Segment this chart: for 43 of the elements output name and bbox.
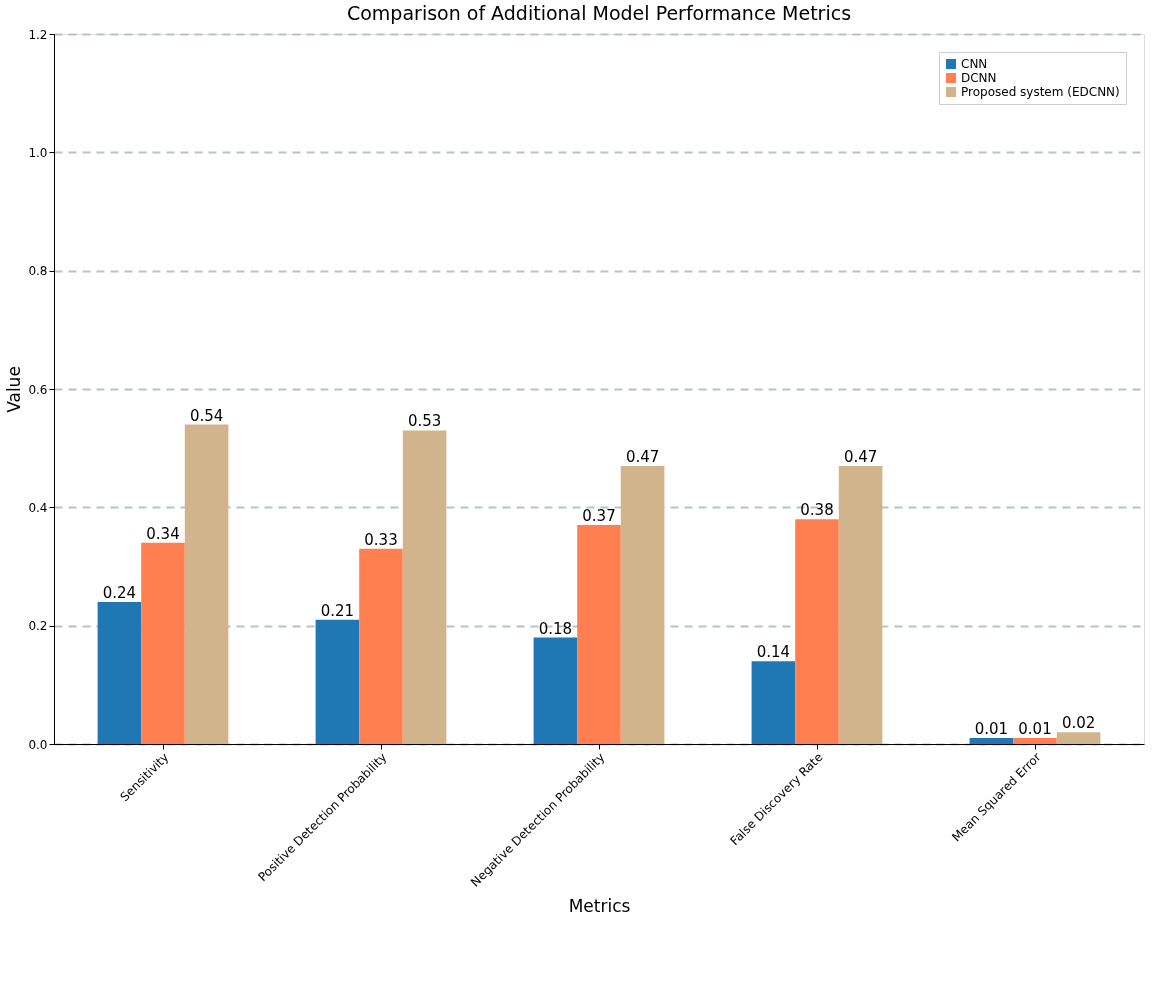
data-label: 0.47	[625, 447, 660, 466]
legend-label: Proposed system (EDCNN)	[961, 85, 1120, 99]
bar	[97, 602, 142, 744]
y-tick-label: 1.2	[28, 27, 48, 42]
bar	[795, 519, 839, 744]
bar	[969, 738, 1014, 744]
data-label: 0.18	[538, 619, 573, 638]
y-tick-label: 0.2	[28, 619, 48, 634]
bar	[1013, 738, 1057, 744]
bar	[315, 619, 360, 744]
legend-label: CNN	[961, 57, 988, 71]
y-tick-label: 1.0	[28, 145, 48, 160]
bar	[359, 548, 403, 744]
data-label: 0.47	[843, 447, 878, 466]
bar	[751, 661, 796, 744]
data-label: 0.53	[407, 412, 442, 431]
data-label: 0.14	[756, 643, 791, 662]
y-tick-label: 0.8	[28, 264, 48, 279]
data-label: 0.54	[189, 406, 224, 425]
data-label: 0.01	[1018, 720, 1052, 739]
bar	[577, 525, 621, 744]
y-tick-label: 0.6	[28, 382, 48, 397]
chart-title: Comparison of Additional Model Performance Metrics	[346, 2, 852, 24]
bar	[141, 542, 185, 744]
data-label: 0.01	[974, 720, 1009, 739]
data-label: 0.38	[800, 501, 834, 520]
bar	[620, 465, 665, 744]
bar	[402, 430, 447, 744]
bar	[1056, 732, 1101, 744]
data-label: 0.34	[146, 524, 180, 543]
bar	[184, 424, 229, 744]
data-label: 0.33	[364, 530, 398, 549]
legend-label: DCNN	[961, 71, 997, 85]
y-tick-label: 0.0	[28, 737, 48, 752]
data-label: 0.24	[102, 584, 137, 602]
y-tick-label: 0.4	[28, 500, 48, 515]
data-label: 0.02	[1061, 714, 1096, 733]
bar	[838, 465, 883, 744]
data-label: 0.37	[582, 507, 616, 526]
data-label: 0.21	[320, 601, 355, 620]
x-axis-title: Metrics	[568, 895, 631, 916]
bar	[533, 637, 578, 744]
y-axis-title: Value	[4, 366, 25, 413]
